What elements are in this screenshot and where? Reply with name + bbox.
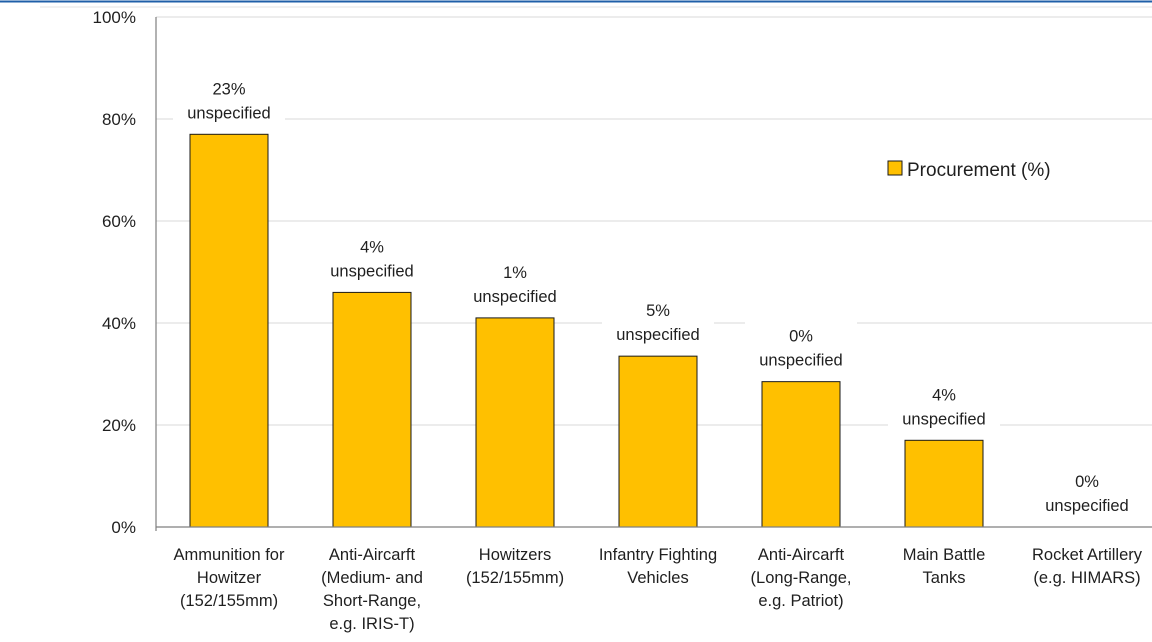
category-label: Howitzer (197, 569, 262, 587)
y-tick-label: 80% (102, 110, 136, 129)
data-label: unspecified (759, 352, 842, 370)
data-label: unspecified (902, 410, 985, 428)
category-label: (Medium- and (321, 569, 423, 587)
data-label: 0% (789, 328, 813, 346)
data-label: 5% (646, 302, 670, 320)
top-accent (0, 0, 1152, 8)
category-label: Howitzers (479, 546, 551, 564)
bar (189, 133, 269, 528)
data-label-bg (459, 257, 571, 312)
data-label-bg (1031, 467, 1143, 521)
category-label: e.g. Patriot) (758, 592, 843, 610)
legend-label: Procurement (%) (907, 160, 1051, 181)
category-label: Anti-Aircarft (329, 546, 416, 564)
category-label: Ammunition for (174, 546, 285, 564)
x-axis-categories: Ammunition for Howitzer (152/155mm) Anti-Ai… (174, 546, 1143, 633)
bar (475, 317, 555, 528)
y-tick-label: 100% (93, 8, 136, 27)
legend-swatch (887, 160, 903, 176)
y-tick-label: 20% (102, 416, 136, 435)
category-label: e.g. IRIS-T) (329, 615, 414, 633)
y-axis-ticks: 0% 20% 40% 60% 80% 100% (93, 8, 136, 537)
bar (761, 381, 841, 528)
bar (904, 439, 984, 528)
data-label: unspecified (616, 326, 699, 344)
category-label: (e.g. HIMARS) (1033, 569, 1140, 587)
bar (332, 291, 412, 528)
data-label: 0% (1075, 473, 1099, 491)
data-label: unspecified (473, 288, 556, 306)
category-label: Rocket Artillery (1032, 546, 1143, 564)
data-label: unspecified (1045, 497, 1128, 515)
bars (189, 133, 984, 528)
data-label: 4% (932, 386, 956, 404)
data-labels: 23% unspecified 4% unspecified 1% unspecified… (173, 74, 1143, 521)
data-label-bg (602, 296, 714, 351)
data-label-bg (888, 380, 1000, 435)
category-label: (Long-Range, (751, 569, 852, 587)
axes (155, 17, 1152, 531)
data-label: unspecified (187, 104, 270, 122)
data-label: 23% (212, 80, 245, 98)
category-label: Anti-Aircarft (758, 546, 845, 564)
category-label: Vehicles (627, 569, 688, 587)
y-tick-label: 40% (102, 314, 136, 333)
legend: Procurement (%) (887, 160, 1051, 181)
category-label: Tanks (922, 569, 965, 587)
data-label-bg (745, 321, 857, 376)
category-label: Infantry Fighting (599, 546, 717, 564)
bar (618, 355, 698, 528)
category-label: Short-Range, (323, 592, 421, 610)
data-label: 4% (360, 238, 384, 256)
data-label: unspecified (330, 262, 413, 280)
y-tick-label: 60% (102, 212, 136, 231)
category-label: (152/155mm) (466, 569, 564, 587)
y-tick-label: 0% (111, 518, 136, 537)
category-label: Main Battle (903, 546, 986, 564)
data-label-bg (316, 232, 428, 287)
data-label-bg (173, 74, 285, 129)
data-label: 1% (503, 264, 527, 282)
category-label: (152/155mm) (180, 592, 278, 610)
